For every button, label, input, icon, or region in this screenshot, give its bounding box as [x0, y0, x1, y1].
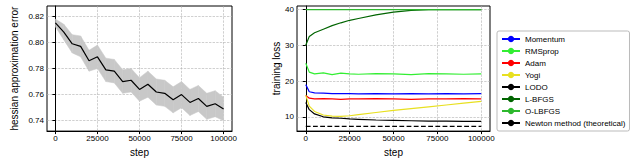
svg-text:0.76: 0.76 [28, 90, 44, 99]
svg-text:0.80: 0.80 [28, 38, 44, 47]
svg-text:step: step [130, 147, 149, 158]
svg-text:0: 0 [53, 134, 58, 143]
svg-text:LODO: LODO [525, 83, 548, 92]
svg-text:O-LBFGS: O-LBFGS [525, 107, 560, 116]
svg-text:RMSprop: RMSprop [525, 47, 559, 56]
svg-text:0.74: 0.74 [28, 116, 44, 125]
svg-text:Momentum: Momentum [525, 35, 565, 44]
svg-text:25000: 25000 [339, 134, 362, 143]
svg-text:Yogi: Yogi [525, 71, 541, 80]
svg-text:0: 0 [304, 134, 309, 143]
svg-text:L-BFGS: L-BFGS [525, 95, 554, 104]
svg-text:75000: 75000 [170, 134, 193, 143]
svg-text:100000: 100000 [468, 134, 495, 143]
svg-text:25000: 25000 [86, 134, 109, 143]
svg-text:step: step [384, 147, 403, 158]
svg-text:Newton method (theoretical): Newton method (theoretical) [525, 119, 626, 128]
svg-text:40: 40 [285, 5, 294, 14]
svg-text:50000: 50000 [128, 134, 151, 143]
svg-text:50000: 50000 [382, 134, 405, 143]
svg-text:0.82: 0.82 [28, 12, 44, 21]
svg-text:hessian approximation error: hessian approximation error [9, 6, 20, 131]
svg-text:0.78: 0.78 [28, 64, 44, 73]
svg-text:training loss: training loss [271, 42, 282, 95]
svg-text:100000: 100000 [210, 134, 237, 143]
svg-text:10: 10 [285, 112, 294, 121]
svg-text:Adam: Adam [525, 59, 546, 68]
svg-text:20: 20 [285, 77, 294, 86]
svg-text:75000: 75000 [426, 134, 449, 143]
svg-text:30: 30 [285, 41, 294, 50]
